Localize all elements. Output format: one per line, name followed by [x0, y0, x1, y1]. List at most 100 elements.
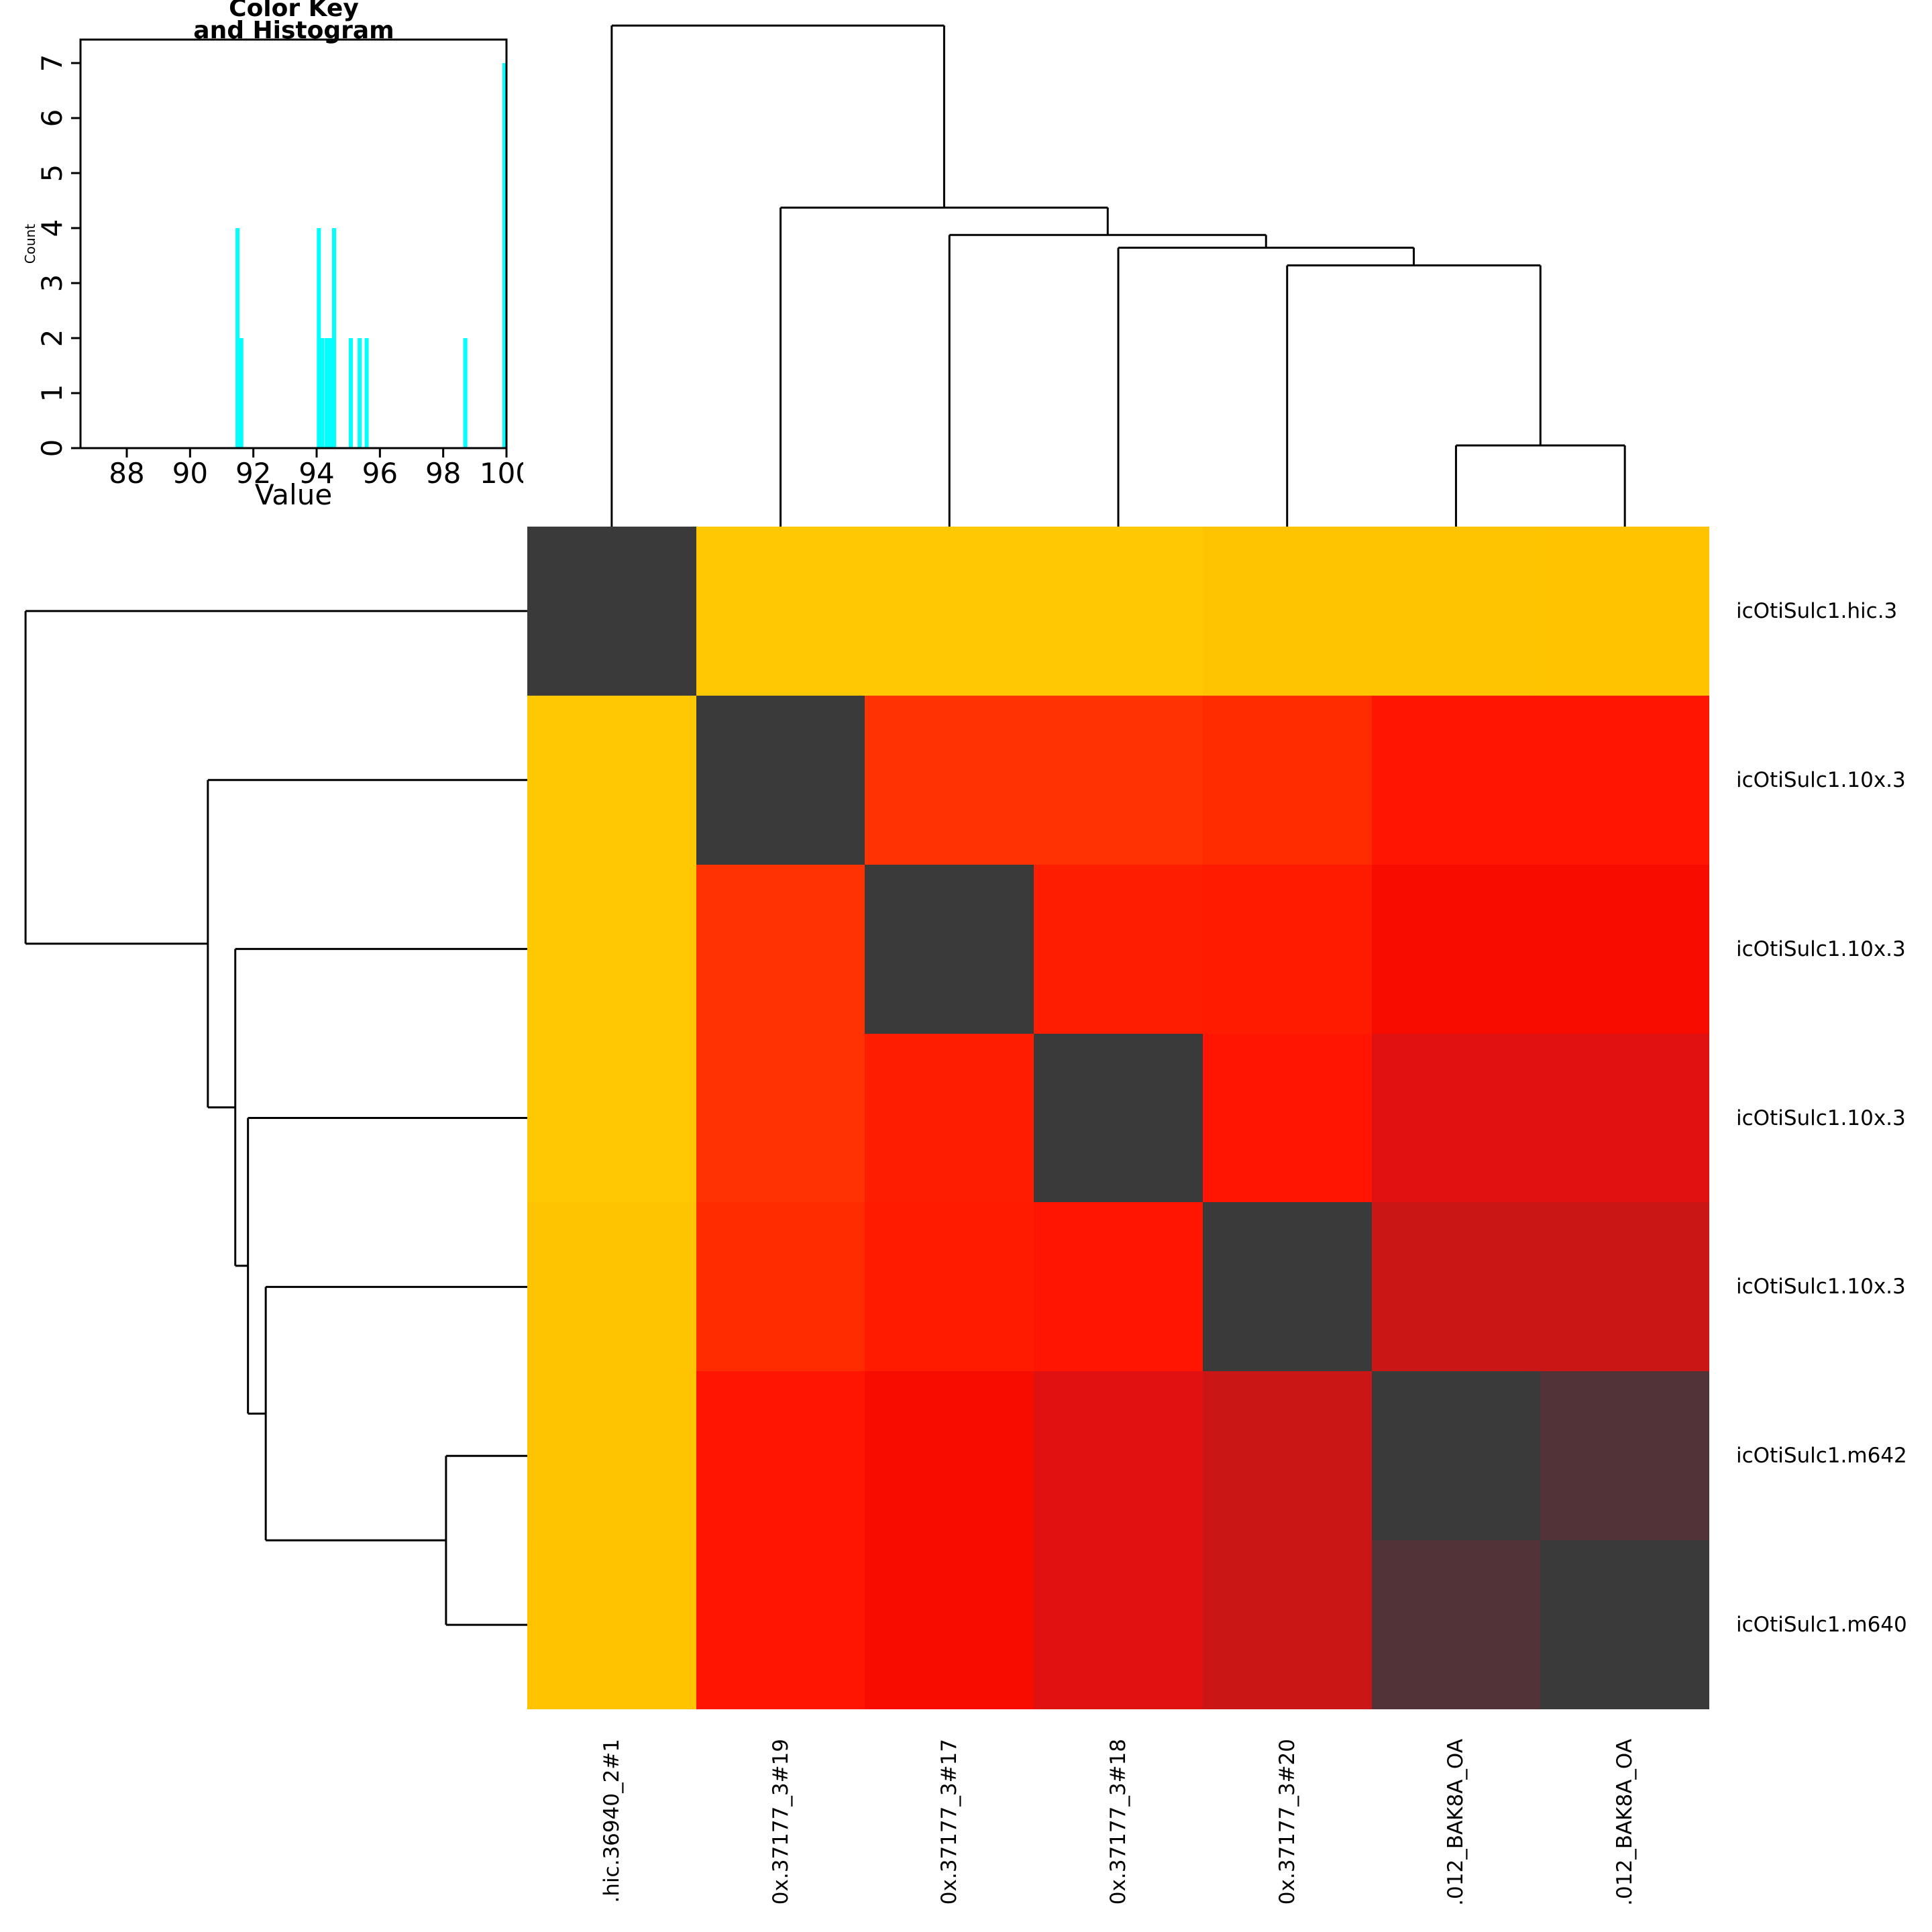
x-tick-label: 100: [480, 457, 523, 490]
y-tick-label: 0: [36, 439, 68, 458]
heatmap-cell: [1034, 1202, 1203, 1372]
row-dendrogram: [24, 610, 527, 1626]
x-tick-label: 92: [235, 457, 271, 490]
heatmap-cell: [527, 1202, 696, 1372]
y-tick-label: 6: [36, 109, 68, 127]
heatmap-cell: [1540, 1202, 1709, 1372]
heatmap-cell: [1540, 864, 1709, 1034]
color-key-title-line1: Color Key: [229, 0, 359, 22]
heatmap-cell: [696, 1202, 865, 1372]
heatmap-cell: [527, 1033, 696, 1203]
heatmap-cell: [865, 1033, 1034, 1203]
row-label: icOtiSulc1.hic.3: [1736, 598, 1898, 623]
x-axis-title: Value: [255, 478, 332, 510]
col-label: .012_BAK8A_OA: [1613, 1739, 1638, 1906]
heatmap-cell: [1371, 1202, 1541, 1372]
heatmap-cell: [1034, 864, 1203, 1034]
histogram-bar: [331, 228, 336, 448]
heatmap-cell: [865, 864, 1034, 1034]
heatmap-cell: [1371, 695, 1541, 865]
heatmap-cell: [1034, 527, 1203, 696]
heatmap-cell: [1202, 1033, 1372, 1203]
heatmap-cell: [527, 1371, 696, 1541]
heatmap-cell: [1034, 1540, 1203, 1709]
heatmap-cell: [865, 695, 1034, 865]
x-tick-label: 98: [425, 457, 461, 490]
x-tick-label: 88: [109, 457, 144, 490]
heatmap-cell: [696, 1371, 865, 1541]
y-tick-label: 1: [36, 384, 68, 402]
row-label: icOtiSulc1.m640: [1736, 1613, 1907, 1638]
heatmap-cell: [1371, 864, 1541, 1034]
heatmap-cell: [865, 527, 1034, 696]
row-label: icOtiSulc1.10x.3: [1736, 936, 1906, 961]
histogram-bar: [348, 338, 353, 448]
histogram-bar: [320, 338, 325, 448]
y-tick-label: 4: [36, 219, 68, 237]
col-label: .hic.36940_2#1: [599, 1739, 624, 1903]
histogram-bar: [239, 338, 244, 448]
y-tick-label: 7: [36, 54, 68, 72]
heatmap-cell: [1371, 1033, 1541, 1203]
histogram-bar: [325, 338, 329, 448]
heatmap-cell: [696, 1033, 865, 1203]
row-label: icOtiSulc1.10x.3: [1736, 1106, 1906, 1130]
y-axis-title: Count: [22, 224, 38, 264]
heatmap-cell: [1540, 1033, 1709, 1203]
heatmap-cell: [1540, 1540, 1709, 1709]
x-tick-label: 94: [299, 457, 334, 490]
heatmap-cell: [1371, 1371, 1541, 1541]
heatmap-cell: [527, 695, 696, 865]
heatmap-cell: [1371, 527, 1541, 696]
y-tick-label: 5: [36, 164, 68, 182]
heatmap-cell: [527, 864, 696, 1034]
col-label: 0x.37177_3#19: [768, 1739, 793, 1905]
histogram-bar: [502, 63, 506, 448]
histogram-bar: [329, 338, 334, 448]
histogram-bar: [358, 338, 362, 448]
heatmap-cell: [1202, 527, 1372, 696]
histogram-bar: [317, 228, 321, 448]
y-tick-label: 3: [36, 274, 68, 292]
heatmap-cell: [1202, 695, 1372, 865]
heatmap-cell: [1202, 1371, 1372, 1541]
heatmap-matrix: [527, 527, 1709, 1709]
heatmap-cell: [696, 864, 865, 1034]
x-tick-label: 96: [362, 457, 398, 490]
key-plot-frame: [79, 38, 508, 449]
col-label: 0x.37177_3#17: [937, 1739, 962, 1905]
histogram-bar: [327, 338, 331, 448]
col-label: 0x.37177_3#20: [1275, 1739, 1299, 1905]
heatmap-cell: [527, 527, 696, 696]
heatmap-cell: [696, 527, 865, 696]
y-tick-label: 2: [36, 329, 68, 347]
row-label: icOtiSulc1.10x.3: [1736, 1275, 1906, 1299]
heatmap-cell: [1034, 695, 1203, 865]
heatmap-cell: [865, 1371, 1034, 1541]
histogram-bar: [364, 338, 369, 448]
column-dendrogram: [610, 24, 1626, 527]
heatmap-cell: [1540, 695, 1709, 865]
heatmap-cell: [1034, 1033, 1203, 1203]
histogram-bar: [235, 228, 240, 448]
row-label: icOtiSulc1.10x.3: [1736, 767, 1906, 792]
heatmap-cell: [865, 1540, 1034, 1709]
heatmap-cell: [1540, 527, 1709, 696]
histogram-bar: [463, 338, 468, 448]
row-label: icOtiSulc1.m642: [1736, 1444, 1907, 1468]
color-key-histogram: 88 90 92 94 96 98 100 0 1 2 3 4 5 6 7 Value Count: [22, 38, 523, 510]
heatmap-cell: [1540, 1371, 1709, 1541]
heatmap-cell: [527, 1540, 696, 1709]
col-label: 0x.37177_3#18: [1106, 1739, 1130, 1905]
heatmap-cell: [1034, 1371, 1203, 1541]
heatmap-cell: [1371, 1540, 1541, 1709]
heatmap-cell: [1202, 864, 1372, 1034]
x-tick-label: 90: [172, 457, 208, 490]
heatmap-cell: [1202, 1540, 1372, 1709]
heatmap-cell: [1202, 1202, 1372, 1372]
heatmap-cell: [696, 1540, 865, 1709]
heatmap-cell: [696, 695, 865, 865]
col-label: .012_BAK8A_OA: [1444, 1739, 1468, 1906]
